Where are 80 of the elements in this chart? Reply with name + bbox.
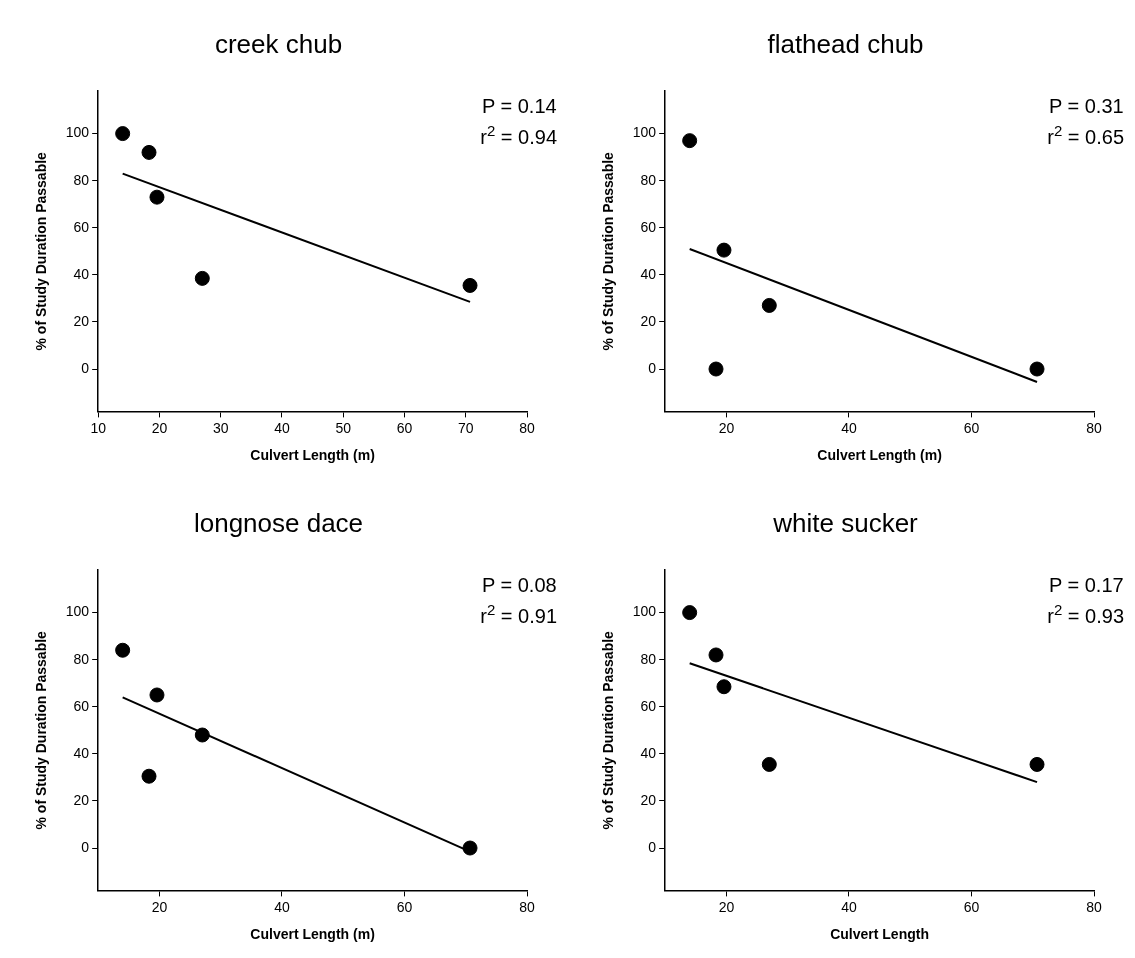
y-axis-title: % of Study Duration Passable [600, 630, 617, 830]
y-tick-label: 80 [73, 171, 90, 188]
x-tick-label: 50 [335, 419, 352, 436]
y-tick-label: 0 [648, 359, 657, 376]
x-tick-label: 60 [396, 419, 413, 436]
x-tick-label: 40 [274, 898, 290, 915]
y-tick-label: 0 [648, 838, 657, 855]
point [141, 768, 157, 784]
point [682, 133, 698, 149]
x-tick-label: 70 [457, 419, 474, 436]
x-tick-label: 80 [1086, 898, 1102, 915]
y-tick-label: 80 [73, 650, 90, 667]
y-tick-label: 40 [73, 744, 90, 761]
point [149, 189, 165, 205]
y-tick-label: 60 [73, 218, 90, 235]
annotation: P = 0.08 [481, 574, 557, 597]
point [194, 270, 210, 286]
x-tick-label: 40 [274, 419, 290, 436]
y-tick-label: 40 [73, 265, 90, 282]
point [761, 297, 777, 313]
y-tick-label: 60 [73, 697, 90, 714]
y-tick-label: 0 [81, 359, 90, 376]
x-axis-title: Culvert Length (m) [250, 926, 375, 943]
y-tick-label: 20 [73, 312, 90, 329]
chart-title: creek chub [214, 28, 343, 59]
x-axis-title: Culvert Length (m) [817, 447, 942, 464]
point [141, 144, 157, 160]
point [149, 687, 165, 703]
x-tick-label: 60 [396, 898, 413, 915]
y-tick-label: 100 [632, 603, 657, 620]
y-tick-label: 40 [640, 265, 657, 282]
chart-title: longnose dace [193, 507, 364, 538]
point [708, 647, 724, 663]
point [716, 679, 732, 695]
chart-title: flathead chub [767, 28, 924, 59]
point [115, 642, 131, 658]
x-tick-label: 20 [718, 419, 735, 436]
point [1029, 756, 1045, 772]
x-tick-label: 80 [1086, 419, 1102, 436]
y-tick-label: 40 [640, 744, 657, 761]
y-tick-label: 60 [640, 218, 657, 235]
y-tick-label: 0 [81, 838, 90, 855]
y-axis-title: % of Study Duration Passable [600, 151, 617, 351]
annotation: P = 0.17 [1048, 574, 1124, 597]
x-tick-label: 60 [963, 898, 980, 915]
annotation: P = 0.31 [1048, 95, 1124, 118]
x-axis-title: Culvert Length (m) [250, 447, 375, 464]
y-tick-label: 20 [640, 791, 657, 808]
y-tick-label: 80 [640, 650, 657, 667]
x-tick-label: 20 [151, 898, 168, 915]
point [462, 840, 478, 856]
x-tick-label: 40 [841, 898, 857, 915]
y-tick-label: 100 [632, 124, 657, 141]
point [194, 727, 210, 743]
point [761, 756, 777, 772]
x-tick-label: 80 [519, 419, 535, 436]
chart-title: white sucker [772, 507, 919, 538]
y-tick-label: 100 [65, 124, 90, 141]
x-tick-label: 40 [841, 419, 857, 436]
point [115, 126, 131, 142]
point [1029, 361, 1045, 377]
y-tick-label: 20 [640, 312, 657, 329]
y-tick-label: 20 [73, 791, 90, 808]
point [708, 361, 724, 377]
point [462, 277, 478, 293]
x-tick-label: 20 [718, 898, 735, 915]
x-tick-label: 10 [90, 419, 107, 436]
point [682, 605, 698, 621]
point [716, 242, 732, 258]
annotation: P = 0.14 [481, 95, 557, 118]
y-tick-label: 60 [640, 697, 657, 714]
x-tick-label: 60 [963, 419, 980, 436]
y-axis-title: % of Study Duration Passable [33, 630, 50, 830]
y-tick-label: 80 [640, 171, 657, 188]
x-tick-label: 30 [212, 419, 229, 436]
x-tick-label: 20 [151, 419, 168, 436]
y-tick-label: 100 [65, 603, 90, 620]
x-axis-title: Culvert Length [830, 926, 929, 943]
y-axis-title: % of Study Duration Passable [33, 151, 50, 351]
x-tick-label: 80 [519, 898, 535, 915]
